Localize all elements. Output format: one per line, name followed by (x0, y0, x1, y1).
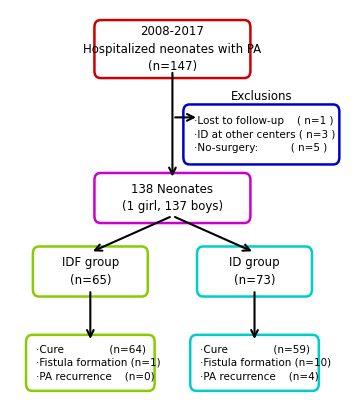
Text: ID group
(n=73): ID group (n=73) (229, 256, 280, 287)
FancyBboxPatch shape (94, 20, 250, 78)
Text: 2008-2017
Hospitalized neonates with PA
(n=147): 2008-2017 Hospitalized neonates with PA … (83, 25, 261, 73)
Text: Exclusions: Exclusions (231, 90, 292, 103)
FancyBboxPatch shape (183, 104, 339, 164)
Text: ·Cure              (n=64)
·Fistula formation (n=1)
·PA recurrence    (n=0): ·Cure (n=64) ·Fistula formation (n=1) ·P… (36, 344, 161, 382)
FancyBboxPatch shape (190, 335, 319, 391)
Text: ·Lost to follow-up    ( n=1 )
·ID at other centers ( n=3 )
·No-surgery:         : ·Lost to follow-up ( n=1 ) ·ID at other … (193, 116, 335, 153)
FancyBboxPatch shape (33, 246, 148, 296)
Text: ·Cure              (n=59)
·Fistula formation (n=10)
·PA recurrence    (n=4): ·Cure (n=59) ·Fistula formation (n=10) ·… (200, 344, 331, 382)
Text: 138 Neonates
(1 girl, 137 boys): 138 Neonates (1 girl, 137 boys) (122, 183, 223, 213)
Text: IDF group
(n=65): IDF group (n=65) (62, 256, 119, 287)
FancyBboxPatch shape (26, 335, 155, 391)
FancyBboxPatch shape (197, 246, 312, 296)
FancyBboxPatch shape (94, 173, 250, 223)
